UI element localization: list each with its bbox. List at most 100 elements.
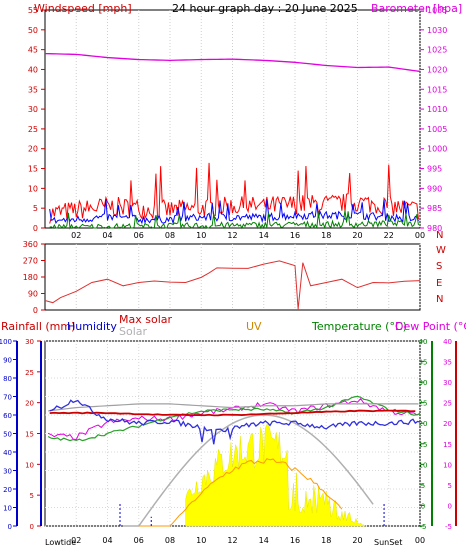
wind-x-tick-label: 10 [196,231,206,240]
temperature-line [49,409,416,417]
wind-x-tick-label: 22 [384,231,394,240]
temp-y-tick-label: 0 [421,502,425,510]
dir-y-tick-label: 90 [28,290,38,299]
humidity-y-tick-label: 100 [0,338,12,346]
wind-title: Windspeed [mph] [34,2,132,15]
rain-y-tick-label: 0 [30,523,34,531]
rain-y-tick-label: 5 [30,492,34,500]
baro-y-tick-label: 985 [427,204,442,213]
humidity-y-tick-label: 0 [8,523,12,531]
dew-point-line [49,399,421,445]
graph-title: 24 hour graph day : 20 June 2025 [172,2,358,15]
uv-line [138,458,343,527]
rainfall-label: Rainfall (mm) [1,320,75,333]
wind-x-tick-label: 04 [102,231,112,240]
uv-label: UV [246,320,262,333]
temp-x-tick-label: 08 [165,536,175,545]
rain-y-tick-label: 20 [25,400,34,408]
temp-x-tick-label: 12 [227,536,237,545]
dir-y-tick-label: 270 [23,257,38,266]
wind-direction-line [44,260,421,310]
wind-y-tick-label: 10 [28,184,38,193]
humidity-label: Humidity [67,320,117,333]
dew-y-tick-label: -5 [445,523,452,531]
dir-compass-label: E [436,278,442,289]
wind-x-tick-label: 16 [290,231,300,240]
baro-y-tick-label: 995 [427,165,442,174]
dew-y-tick-label: 35 [443,359,452,367]
wind-y-tick-label: 40 [28,65,38,74]
temp-y-tick-label: 20 [419,420,428,428]
humidity-y-tick-label: 20 [3,486,12,494]
wind-y-tick-label: 55 [28,6,38,15]
humidity-y-tick-label: 30 [3,468,12,476]
baro-y-tick-label: 980 [427,224,442,233]
wind-y-tick-label: 20 [28,145,38,154]
temp-x-tick-label: 04 [102,536,112,545]
wind-y-tick-label: 45 [28,46,38,55]
dir-y-tick-label: 180 [23,273,38,282]
dew-y-tick-label: 40 [443,338,452,346]
baro-y-tick-label: 1015 [427,85,447,94]
baro-y-tick-label: 1000 [427,145,447,154]
baro-y-tick-label: 1030 [427,26,447,35]
temp-y-tick-label: 30 [419,379,428,387]
barometer-title: Barometer [hpa] [371,2,462,15]
wind-y-tick-label: 30 [28,105,38,114]
wind-avg-line [49,199,419,225]
temp-y-tick-label: 35 [419,359,428,367]
baro-y-tick-label: 1005 [427,125,447,134]
max-solar-label: Max solar [119,313,172,326]
dir-compass-label: S [436,261,442,272]
wind-y-tick-label: 0 [33,224,38,233]
temperature-label: Temperature (°C) [311,320,407,333]
temp-y-tick-label: -5 [420,523,427,531]
temp-y-tick-label: 10 [419,461,428,469]
wind-x-tick-label: 12 [227,231,237,240]
wind-x-tick-label: 08 [165,231,175,240]
wind-x-tick-label: 06 [134,231,144,240]
dew-y-tick-label: 10 [443,461,452,469]
dew-y-tick-label: 5 [448,482,452,490]
temp-y-tick-label: 25 [419,400,428,408]
baro-y-tick-label: 1010 [427,105,447,114]
dew-y-tick-label: 15 [443,441,452,449]
wind-x-tick-label: 02 [71,231,81,240]
temp-x-tick-label: 10 [196,536,206,545]
baro-y-tick-label: 1025 [427,46,447,55]
wind-x-tick-label: 14 [259,231,269,240]
temp-x-tick-label: 16 [290,536,300,545]
dir-compass-label: N [436,230,443,241]
temp-x-tick-label: 00 [415,536,425,545]
rain-y-tick-label: 10 [25,461,34,469]
temp-y-tick-label: 40 [419,338,428,346]
humidity-y-tick-label: 80 [3,375,12,383]
max-solar-curve [123,414,374,527]
baro-y-tick-label: 990 [427,184,442,193]
baro-y-tick-label: 1020 [427,65,447,74]
wind-y-tick-label: 50 [28,26,38,35]
humidity-y-tick-label: 50 [3,431,12,439]
wind-gust-line [49,162,419,224]
wind-x-tick-label: 18 [321,231,331,240]
humidity-y-tick-label: 60 [3,412,12,420]
wind-panel-frame [44,9,421,229]
sunset-label: SunSet [374,538,402,547]
temp-x-tick-label: 20 [352,536,362,545]
dir-y-tick-label: 0 [33,306,38,315]
lowtide-label: Lowtide [45,538,76,547]
dir-compass-label: W [436,245,446,256]
dew-y-tick-label: 20 [443,420,452,428]
wind-y-tick-label: 25 [28,125,38,134]
humidity-y-tick-label: 70 [3,394,12,402]
humidity-y-tick-label: 40 [3,449,12,457]
temp-x-tick-label: 14 [259,536,269,545]
barometer-line [44,52,421,73]
wind-min-line [49,210,419,230]
solar-label: Solar [119,325,148,338]
rain-y-tick-label: 30 [25,338,34,346]
temp-x-tick-label: 18 [321,536,331,545]
rain-y-tick-label: 25 [25,369,34,377]
